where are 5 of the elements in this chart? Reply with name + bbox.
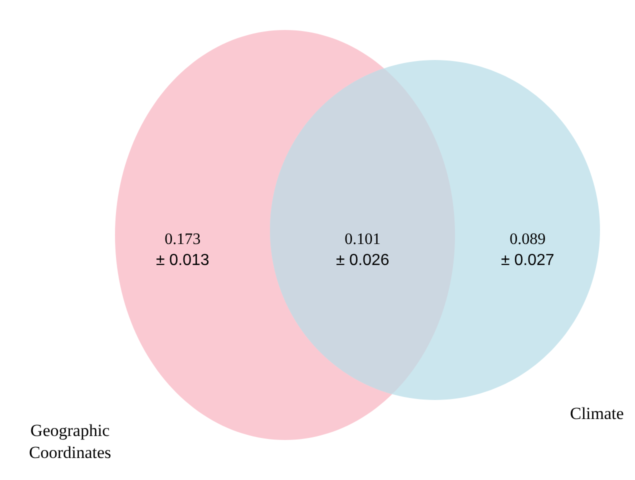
data-label: 0.101 ± 0.026 (336, 231, 390, 269)
data-label: 0.089 ± 0.027 (501, 231, 554, 269)
text: Geographic Coordinates (29, 421, 112, 462)
data-label: 0.173 ± 0.013 (156, 231, 210, 269)
text: Climate (570, 404, 624, 423)
